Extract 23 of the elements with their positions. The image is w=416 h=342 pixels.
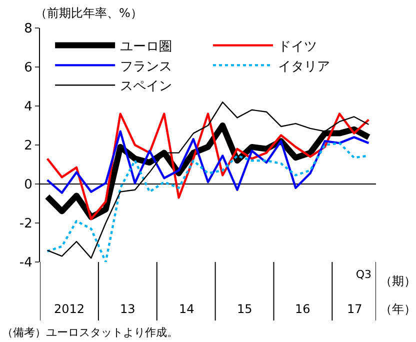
y-tick-label: -4 — [19, 256, 32, 271]
text: 17 — [347, 302, 362, 316]
legend-label: ドイツ — [278, 39, 317, 54]
text: （年） — [380, 302, 416, 316]
x-tick-label: Q3 — [356, 268, 372, 281]
text: 16 — [295, 302, 310, 316]
y-tick-label: 2 — [24, 138, 32, 154]
y-tick-label: 0 — [24, 178, 32, 193]
legend-label: イタリア — [278, 59, 330, 74]
y-tick-label: 4 — [24, 100, 32, 115]
legend-label: ユーロ圏 — [120, 39, 172, 54]
y-tick-label: -2 — [19, 216, 32, 232]
text: （備考）ユーロスタットより作成。 — [2, 326, 178, 339]
text: 2012 — [54, 302, 85, 316]
text: 15 — [237, 302, 252, 316]
text: 13 — [120, 302, 136, 316]
y-tick-label: 6 — [24, 60, 32, 76]
y-tick-label: 8 — [24, 22, 32, 37]
legend-label: スペイン — [120, 79, 172, 94]
y-axis-title: （前期比年率、%） — [35, 6, 142, 20]
text: 14 — [179, 302, 194, 316]
legend-label: フランス — [120, 59, 172, 74]
text: （期） — [380, 274, 416, 288]
